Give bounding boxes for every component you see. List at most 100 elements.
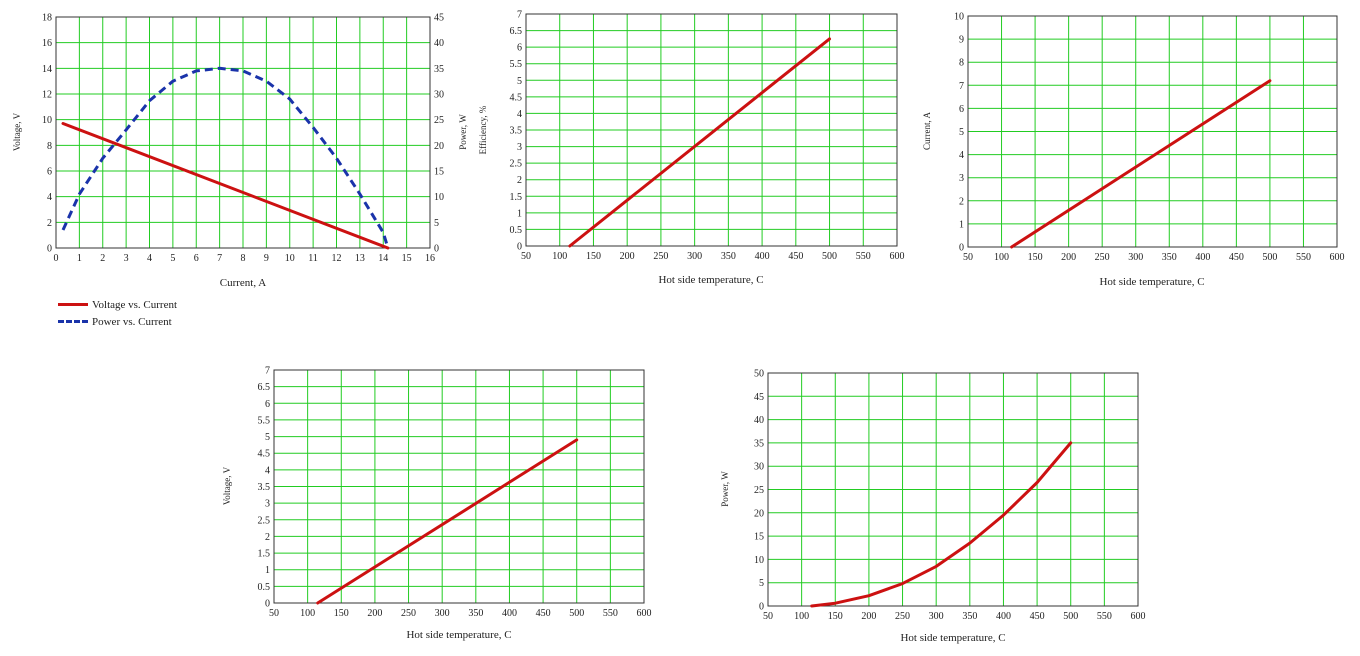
legend-label-voltage: Voltage vs. Current [92, 298, 178, 311]
x-tick-label: 50 [963, 252, 973, 263]
series-line [568, 37, 831, 248]
x-tick-label: 150 [586, 251, 601, 262]
y-tick-label: 1 [265, 565, 270, 576]
y-axis-label: Current, A [922, 112, 932, 150]
x-tick-label: 200 [1061, 252, 1076, 263]
x-tick-label: 100 [300, 608, 315, 619]
y-tick-label: 7 [959, 81, 964, 92]
series-line [1010, 79, 1272, 249]
x-tick-label: 300 [435, 608, 450, 619]
y-tick-label: 7 [517, 10, 522, 21]
series-line-power [61, 66, 390, 249]
x-tick-label: 5 [170, 253, 175, 264]
y-tick-label: 6 [265, 399, 270, 410]
x-axis-label: Hot side temperature, C [658, 274, 763, 286]
y-tick-label: 3 [959, 173, 964, 184]
legend: Voltage vs. Current Power vs. Current [58, 296, 177, 330]
y-tick-label: 5 [265, 432, 270, 443]
x-tick-label: 450 [536, 608, 551, 619]
y2-tick-label: 35 [434, 64, 444, 75]
x-tick-label: 150 [1028, 252, 1043, 263]
series-line [61, 122, 390, 250]
plot-frame [767, 372, 1139, 607]
x-axis-label: Current, A [220, 277, 266, 289]
y2-tick-label: 20 [434, 141, 444, 152]
x-tick-label: 6 [194, 253, 199, 264]
y-tick-label: 5 [517, 76, 522, 87]
x-tick-label: 400 [755, 251, 770, 262]
y-tick-label: 0 [47, 244, 52, 255]
x-tick-label: 250 [1095, 252, 1110, 263]
y2-tick-label: 10 [434, 192, 444, 203]
x-tick-label: 600 [890, 251, 905, 262]
y-tick-label: 40 [754, 415, 764, 426]
x-axis-label: Hot side temperature, C [406, 629, 511, 641]
y-tick-label: 6 [959, 104, 964, 115]
chart-voltage-vs-temperature: 50 100 150 200 250 300 350 400 450 500 550 600 0 0.5 1… [222, 366, 652, 642]
x-tick-label: 250 [653, 251, 668, 262]
y-tick-label: 14 [42, 64, 52, 75]
x-tick-label: 600 [1330, 252, 1345, 263]
y2-tick-label: 40 [434, 38, 444, 49]
y-tick-label: 0 [265, 599, 270, 610]
x-tick-label: 1 [77, 253, 82, 264]
y-tick-label: 5.5 [510, 59, 523, 70]
y-tick-label: 5.5 [258, 415, 271, 426]
x-tick-label: 0 [54, 253, 59, 264]
y-tick-label: 0.5 [258, 582, 271, 593]
x-tick-label: 550 [856, 251, 871, 262]
x-tick-label: 9 [264, 253, 269, 264]
x-tick-label: 50 [763, 611, 773, 622]
y-axis-label: Power, W [720, 471, 730, 507]
y-tick-label: 2.5 [258, 515, 271, 526]
x-tick-label: 100 [994, 252, 1009, 263]
y2-tick-label: 25 [434, 115, 444, 126]
y-axis-label: Efficiency, % [478, 105, 488, 154]
y-tick-label: 15 [754, 532, 764, 543]
y-tick-label: 35 [754, 438, 764, 449]
y-tick-label: 30 [754, 462, 764, 473]
x-tick-label: 3 [124, 253, 129, 264]
y2-tick-label: 30 [434, 90, 444, 101]
x-axis-label: Hot side temperature, C [900, 632, 1005, 644]
series-line [316, 438, 579, 605]
y2-tick-label: 0 [434, 244, 439, 255]
x-tick-label: 550 [1097, 611, 1112, 622]
x-tick-label: 350 [468, 608, 483, 619]
x-tick-label: 16 [425, 253, 435, 264]
x-tick-label: 300 [1128, 252, 1143, 263]
x-tick-label: 500 [569, 608, 584, 619]
y-tick-label: 4 [265, 465, 270, 476]
x-tick-label: 12 [332, 253, 342, 264]
y-tick-label: 3.5 [510, 126, 523, 137]
x-tick-label: 200 [620, 251, 635, 262]
y-tick-label: 10 [754, 555, 764, 566]
y-tick-label: 3.5 [258, 482, 271, 493]
y-tick-label: 2 [265, 532, 270, 543]
y-tick-label: 7 [265, 366, 270, 377]
y-tick-label: 5 [759, 578, 764, 589]
y-tick-label: 3 [517, 142, 522, 153]
y-tick-label: 1 [959, 219, 964, 230]
y-tick-label: 2 [517, 175, 522, 186]
series-line [810, 441, 1073, 608]
x-tick-label: 350 [721, 251, 736, 262]
y2-tick-label: 45 [434, 13, 444, 24]
x-tick-label: 350 [1162, 252, 1177, 263]
y-tick-label: 0 [959, 243, 964, 254]
x-tick-label: 450 [1229, 252, 1244, 263]
y-tick-label: 6 [517, 43, 522, 54]
x-tick-label: 550 [1296, 252, 1311, 263]
plot-frame [967, 15, 1338, 248]
y-tick-label: 1.5 [258, 549, 271, 560]
y-tick-label: 4.5 [510, 92, 523, 103]
y-tick-label: 6.5 [510, 26, 523, 37]
y-tick-label: 3 [265, 499, 270, 510]
y-tick-label: 5 [959, 127, 964, 138]
x-tick-label: 300 [929, 611, 944, 622]
x-tick-label: 10 [285, 253, 295, 264]
x-tick-label: 500 [1262, 252, 1277, 263]
x-tick-label: 11 [308, 253, 318, 264]
y-tick-label: 16 [42, 38, 52, 49]
